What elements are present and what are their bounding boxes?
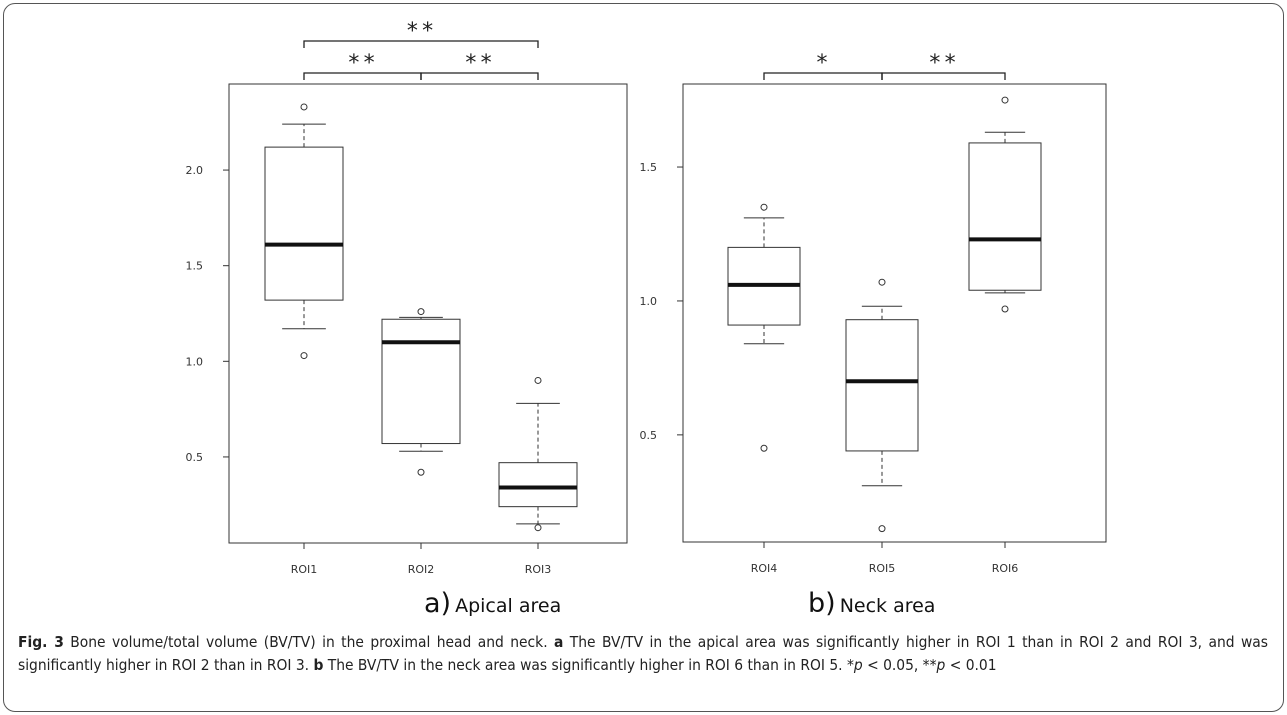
caption-b-label: b: [313, 656, 324, 674]
box-roi6: [968, 96, 1042, 313]
x-tick-label: ROI4: [751, 562, 778, 575]
caption-text-2: The BV/TV in the apical area was signifi…: [18, 633, 1268, 674]
figure-caption: Fig. 3 Bone volume/total volume (BV/TV) …: [18, 631, 1268, 677]
significance-bracket: [881, 72, 1006, 80]
caption-text-1: Bone volume/total volume (BV/TV) in the …: [63, 633, 555, 651]
y-tick-label: 1.5: [640, 161, 658, 174]
significance-stars: **: [464, 51, 495, 76]
panel-a-name: Apical area: [455, 595, 562, 617]
iqr-box: [264, 146, 344, 301]
outlier-point: [417, 468, 425, 476]
box-roi1: [264, 103, 344, 360]
significance-stars: **: [347, 51, 378, 76]
outlier-point: [878, 525, 886, 533]
figure-frame: [3, 3, 1284, 712]
outlier-point: [534, 376, 542, 384]
significance-stars: **: [406, 19, 437, 44]
box-roi3: [498, 376, 578, 532]
plot-area-b: [682, 83, 1107, 543]
caption-text-5: < 0.01: [945, 656, 997, 674]
significance-stars: *: [815, 51, 830, 76]
caption-text-4: < 0.05, **: [862, 656, 937, 674]
panel-b-name: Neck area: [839, 595, 936, 617]
outlier-point: [300, 103, 308, 111]
caption-a-label: a: [554, 633, 564, 651]
outlier-point: [300, 352, 308, 360]
outlier-point: [760, 444, 768, 452]
panel-b-label: b) Neck area: [808, 588, 935, 619]
panel-b-letter: b): [808, 588, 836, 619]
iqr-box: [498, 462, 578, 508]
outlier-point: [1001, 96, 1009, 104]
iqr-box: [968, 142, 1042, 291]
x-tick-label: ROI2: [408, 563, 435, 576]
caption-fig-label: Fig. 3: [18, 633, 64, 651]
y-tick-label: 2.0: [186, 164, 204, 177]
outlier-point: [534, 524, 542, 532]
significance-bracket: [303, 40, 539, 48]
panel-a: 0.5 1.0 1.5 2.0 ROI1 ROI2 ROI3 ** ** **: [186, 19, 628, 576]
caption-p2: p: [936, 656, 946, 674]
caption-p1: p: [853, 656, 863, 674]
panel-a-label: a) Apical area: [424, 588, 561, 619]
y-tick-label: 0.5: [186, 451, 204, 464]
x-tick-label: ROI3: [525, 563, 552, 576]
panel-a-letter: a): [424, 588, 452, 619]
x-tick-label: ROI6: [992, 562, 1019, 575]
significance-stars: **: [928, 51, 959, 76]
box-roi4: [727, 203, 801, 452]
significance-bracket: [420, 72, 539, 80]
iqr-box: [845, 319, 919, 452]
y-tick-label: 0.5: [640, 429, 658, 442]
outlier-point: [760, 203, 768, 211]
outlier-point: [1001, 305, 1009, 313]
box-roi5: [845, 278, 919, 533]
caption-text-3: The BV/TV in the neck area was significa…: [323, 656, 854, 674]
y-tick-label: 1.0: [640, 295, 658, 308]
x-tick-label: ROI1: [291, 563, 318, 576]
y-tick-label: 1.0: [186, 355, 204, 368]
x-tick-label: ROI5: [869, 562, 896, 575]
outlier-point: [878, 278, 886, 286]
plot-area-a: [228, 83, 628, 544]
iqr-box: [381, 318, 461, 445]
y-tick-label: 1.5: [186, 260, 204, 273]
outlier-point: [417, 308, 425, 316]
box-roi2: [381, 308, 461, 476]
